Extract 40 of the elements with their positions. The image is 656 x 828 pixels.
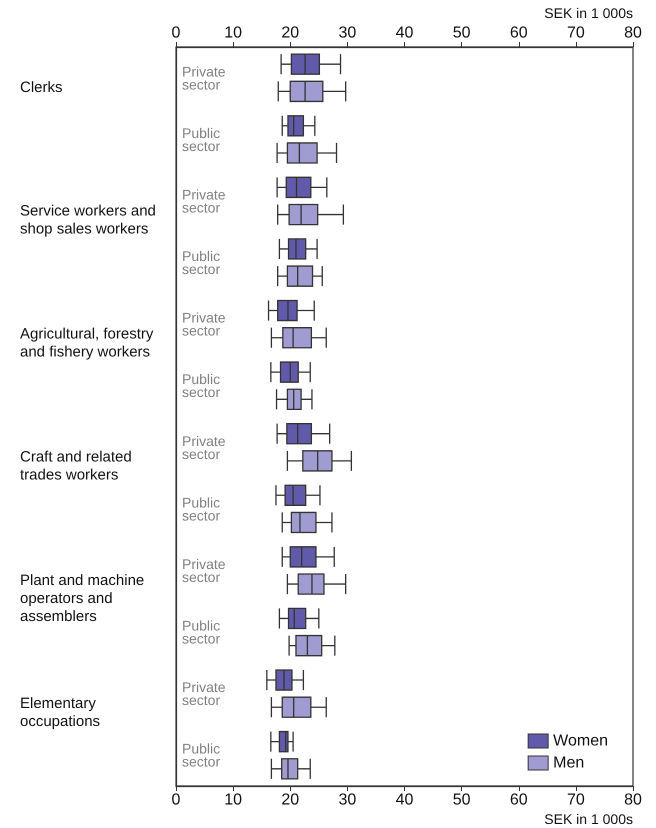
y-tick-label: Private sector: [182, 186, 226, 216]
x-tick-label: 50: [452, 792, 471, 808]
x2-tick-label: 80: [624, 24, 642, 42]
y-tick-label: Public sector: [182, 740, 220, 770]
text: Agricultural, forestry and fishery workers: [20, 325, 158, 360]
x2-axis-title: SEK in 1 000s: [544, 5, 634, 21]
x2-tick-label: 0: [172, 24, 181, 42]
y-tick-label: Private sector: [182, 432, 226, 462]
legend-label: Men: [553, 754, 584, 772]
text: Service workers and shop sales workers: [20, 202, 160, 238]
y-tick-label: Private sector: [182, 310, 226, 339]
x-tick-label: 0: [172, 792, 181, 808]
y-tick-label: Public sector: [182, 248, 220, 278]
x-axis-title: SEK in 1 000s: [544, 811, 634, 827]
text: Clerks: [20, 79, 63, 96]
y-tick-label: Private sector: [182, 63, 226, 92]
y-tick-label: Public sector: [182, 618, 220, 647]
legend-label: Women: [553, 732, 608, 750]
y-tick-label: Public sector: [182, 371, 220, 400]
x2-tick-label: 50: [452, 24, 471, 42]
x2-tick-label: 60: [510, 24, 528, 42]
x2-tick-label: 70: [566, 24, 585, 42]
text: Craft and related trades workers: [20, 448, 136, 484]
x-tick-label: 80: [624, 792, 642, 808]
y-tick-label: Public sector: [182, 494, 220, 524]
text: Plant and machine operators and assemblers: [20, 572, 148, 625]
y-tick-label: Private sector: [182, 556, 226, 585]
x-tick-label: 10: [224, 792, 242, 808]
x2-tick-label: 10: [224, 24, 242, 42]
x-tick-label: 20: [281, 792, 300, 808]
x-tick-label: 40: [396, 792, 414, 808]
y-tick-label: Private sector: [182, 679, 226, 708]
x2-tick-label: 20: [281, 24, 300, 42]
y-tick-label: Public sector: [182, 124, 220, 154]
x2-tick-label: 30: [338, 24, 356, 42]
x-tick-label: 70: [566, 792, 585, 808]
x-tick-label: 60: [510, 792, 528, 808]
x-tick-label: 30: [338, 792, 356, 808]
text: Elementary occupations: [20, 694, 100, 730]
x2-tick-label: 40: [396, 24, 414, 42]
